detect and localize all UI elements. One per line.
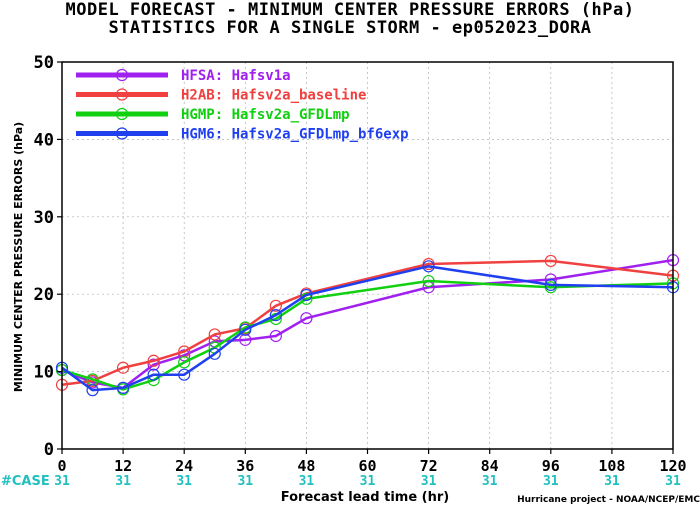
x-axis-label: Forecast lead time (hr) [281, 490, 449, 505]
y-axis-label: MINIMUM CENTER PRESSURE ERRORS (hPa) [12, 122, 25, 392]
data-point-hgm6 [86, 384, 99, 397]
case-count: 31 [421, 474, 437, 489]
data-point-hgm6 [147, 368, 160, 381]
grid-layer [62, 62, 673, 449]
x-tick-label: 108 [598, 457, 625, 475]
x-tick-label: 12 [114, 457, 132, 475]
y-tick-label: 0 [44, 440, 54, 460]
x-tick-label: 84 [481, 457, 499, 475]
legend-layer: HFSA: Hafsv1a H2AB: Hafsv2a_baseline HGMP:… [76, 68, 409, 143]
case-count: 31 [665, 474, 681, 489]
case-count: 31 [482, 474, 498, 489]
case-count: 31 [604, 474, 620, 489]
case-count: 31 [237, 474, 253, 489]
data-point-hgm6 [116, 381, 130, 394]
case-count: 31 [543, 474, 559, 489]
axis-layer: 0 12 24 36 48 60 72 84 96 108 120 0 10 20 30 40 50 31 31 31… [34, 53, 687, 489]
x-tick-label: 60 [358, 457, 376, 475]
x-tick-label: 72 [420, 457, 438, 475]
data-point-hgmp [178, 356, 191, 369]
data-point-h2ab [116, 361, 130, 374]
data-point-h2ab [544, 254, 557, 268]
data-point-hfsa [239, 333, 252, 346]
case-label: #CASE [1, 474, 50, 489]
y-tick-label: 40 [34, 130, 54, 150]
data-point-h2ab [208, 328, 221, 341]
legend-marker-h2ab [115, 88, 129, 101]
credit-text: Hurricane project - NOAA/NCEP/EMC [517, 495, 700, 505]
data-point-hgm6 [239, 323, 252, 336]
y-tick-label: 30 [34, 208, 54, 228]
x-tick-label: 0 [57, 457, 66, 475]
data-point-hgm6 [300, 288, 313, 302]
series-layer [55, 254, 680, 397]
y-tick-label: 20 [34, 285, 54, 305]
data-point-h2ab [147, 354, 160, 367]
data-point-hgmp [422, 274, 435, 288]
case-count: 31 [299, 474, 315, 489]
case-count: 31 [360, 474, 376, 489]
data-point-hfsa [300, 312, 313, 325]
chart-title-line1: MODEL FORECAST - MINIMUM CENTER PRESSURE… [65, 0, 635, 20]
legend-marker-hgmp [115, 107, 129, 121]
data-point-hfsa [178, 349, 191, 362]
case-count: 31 [115, 474, 131, 489]
case-count: 31 [176, 474, 192, 489]
x-tick-label: 24 [175, 457, 193, 475]
legend-label-h2ab: H2AB: Hafsv2a_baseline [181, 88, 366, 104]
data-point-hgm6 [178, 368, 191, 381]
x-tick-label: 48 [297, 457, 315, 475]
data-point-hgm6 [544, 278, 557, 292]
legend-label-hfsa: HFSA: Hafsv1a [181, 68, 291, 84]
legend-marker-hfsa [115, 68, 129, 82]
y-tick-label: 50 [34, 53, 54, 73]
plot-frame [61, 61, 674, 450]
chart-title-line2: STATISTICS FOR A SINGLE STORM - ep052023… [108, 18, 592, 38]
legend-label-hgmp: HGMP: Hafsv2a_GFDLmp [181, 107, 350, 123]
data-point-hfsa [147, 358, 160, 371]
data-point-hgm6 [269, 308, 282, 322]
x-tick-label: 36 [236, 457, 254, 475]
data-point-h2ab [269, 299, 282, 312]
data-point-hfsa [269, 329, 282, 343]
data-point-hgm6 [208, 347, 221, 360]
y-tick-label: 10 [34, 363, 54, 383]
legend-marker-hgm6 [115, 127, 129, 140]
x-tick-label: 96 [542, 457, 560, 475]
legend-label-hgm6: HGM6: Hafsv2a_GFDLmp_bf6exp [181, 127, 409, 143]
case-count: 31 [54, 474, 70, 489]
data-point-hgm6 [422, 260, 435, 273]
x-tick-label: 120 [659, 457, 686, 475]
